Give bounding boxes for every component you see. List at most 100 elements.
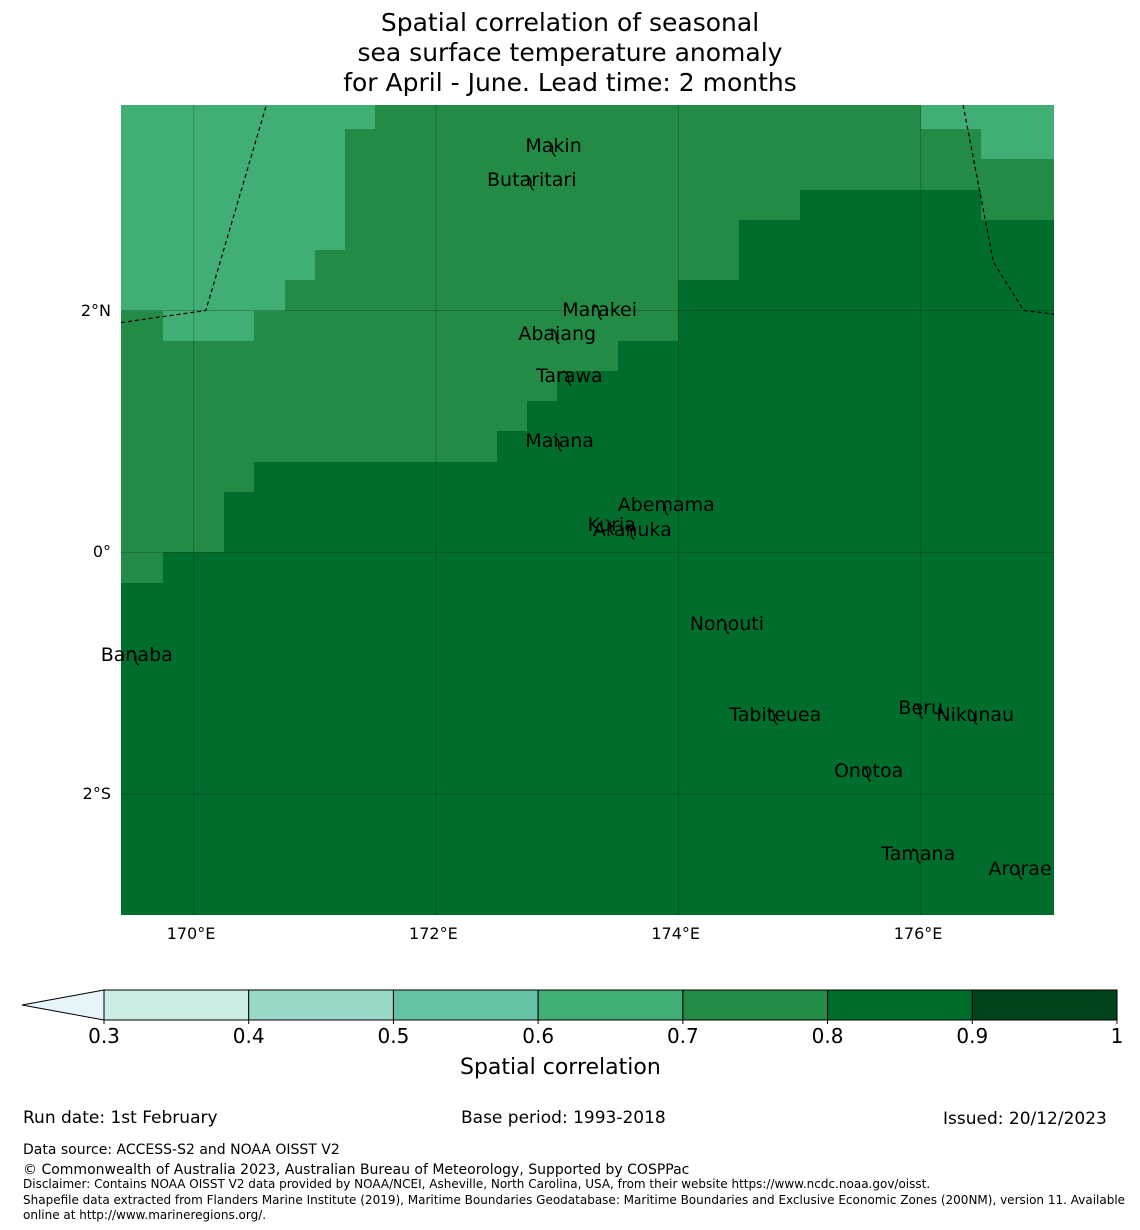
grid-cell: [557, 492, 589, 523]
grid-cell: [345, 794, 376, 825]
grid-cell: [466, 250, 498, 281]
grid-cell: [285, 159, 316, 191]
grid-cell: [981, 522, 1013, 553]
island-label: Abaiang: [518, 322, 597, 345]
grid-cell: [345, 159, 376, 191]
grid-cell: [254, 643, 286, 674]
grid-cell: [860, 280, 891, 312]
colorbar-bin: [103, 989, 250, 1021]
grid-cell: [921, 1036, 952, 1067]
grid-cell: [1102, 764, 1134, 795]
grid-cell: [527, 190, 558, 221]
grid-cell: [497, 522, 528, 553]
grid-cell: [436, 734, 467, 765]
grid-cell: [133, 1036, 164, 1067]
grid-cell: [527, 341, 558, 372]
grid-cell: [375, 734, 407, 765]
grid-cell: [769, 824, 801, 856]
grid-cell: [981, 371, 1013, 402]
grid-cell: [557, 915, 589, 946]
grid-cell: [345, 1066, 376, 1097]
grid-cell: [951, 824, 982, 856]
grid-cell: [1072, 824, 1103, 856]
grid-cell: [830, 613, 861, 644]
grid-cell: [557, 885, 589, 915]
grid-cell: [951, 401, 982, 432]
grid-cell: [1102, 915, 1134, 946]
grid-cell: [527, 462, 558, 493]
colorbar-bin: [682, 989, 829, 1021]
grid-cell: [466, 522, 498, 553]
grid-cell: [121, 1036, 134, 1067]
grid-cell: [648, 613, 679, 644]
grid-cell: [1012, 643, 1043, 674]
grid-cell: [860, 522, 891, 553]
grid-cell: [739, 220, 770, 251]
grid-cell: [133, 431, 164, 463]
grid-cell: [830, 643, 861, 674]
grid-cell: [678, 129, 710, 160]
grid-cell: [1133, 794, 1140, 825]
grid-cell: [224, 190, 255, 221]
grid-cell: [133, 371, 164, 402]
grid-cell: [436, 794, 467, 825]
grid-cell: [800, 431, 831, 463]
grid-cell: [981, 190, 1013, 221]
grid-cell: [981, 311, 1013, 342]
grid-cell: [800, 159, 831, 191]
grid-cell: [163, 311, 195, 342]
grid-cell: [800, 643, 831, 674]
grid-cell: [1012, 311, 1043, 342]
grid-cell: [1012, 855, 1043, 886]
grid-cell: [133, 613, 164, 644]
grid-cell: [739, 1066, 770, 1097]
grid-cell: [224, 945, 255, 976]
lon-tick-label: 176°E: [893, 924, 943, 943]
grid-cell: [254, 794, 286, 825]
grid-cell: [678, 734, 710, 765]
grid-cell: [981, 703, 1013, 735]
grid-cell: [1012, 885, 1043, 915]
grid-cell: [345, 855, 376, 886]
grid-cell: [406, 190, 437, 221]
grid-cell: [527, 643, 558, 674]
grid-cell: [1133, 159, 1140, 191]
grid-cell: [678, 492, 710, 523]
grid-cell: [648, 552, 679, 584]
grid-cell: [1072, 522, 1103, 553]
grid-cell: [121, 401, 134, 432]
grid-cell: [375, 341, 407, 372]
grid-cell: [921, 703, 952, 735]
grid-cell: [1102, 190, 1134, 221]
grid-cell: [830, 734, 861, 765]
grid-cell: [375, 885, 407, 915]
grid-cell: [466, 431, 498, 463]
grid-cell: [194, 583, 225, 614]
grid-cell: [375, 492, 407, 523]
grid-cell: [466, 613, 498, 644]
grid-cell: [194, 341, 225, 372]
grid-cell: [1133, 855, 1140, 886]
grid-cell: [1133, 371, 1140, 402]
grid-cell: [830, 371, 861, 402]
grid-cell: [769, 105, 801, 130]
grid-cell: [1072, 613, 1103, 644]
grid-cell: [618, 613, 649, 644]
grid-cell: [769, 159, 801, 191]
grid-cell: [890, 190, 922, 221]
grid-cell: [133, 885, 164, 915]
grid-cell: [315, 522, 346, 553]
grid-cell: [709, 764, 740, 795]
grid-cell: [1042, 431, 1054, 463]
grid-cell: [709, 522, 740, 553]
grid-cell: [254, 522, 286, 553]
colorbar-extend-arrow: [21, 989, 105, 1021]
grid-cell: [194, 462, 225, 493]
grid-cell: [163, 190, 195, 221]
grid-cell: [830, 401, 861, 432]
grid-cell: [648, 401, 679, 432]
grid-cell: [739, 280, 770, 312]
grid-cell: [466, 703, 498, 735]
grid-cell: [224, 552, 255, 584]
grid-cell: [860, 311, 891, 342]
